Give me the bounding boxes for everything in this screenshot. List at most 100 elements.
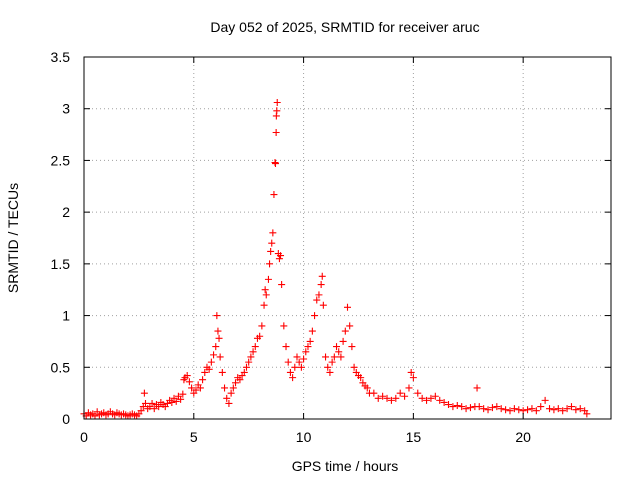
data-point: [414, 389, 422, 397]
x-tick-label: 5: [190, 429, 198, 445]
data-point: [284, 358, 292, 366]
data-point: [183, 372, 191, 380]
data-point: [215, 334, 223, 342]
data-point: [324, 363, 332, 371]
y-tick-label: 2: [62, 204, 70, 220]
data-point: [155, 403, 163, 411]
data-point: [458, 403, 466, 411]
data-point: [546, 405, 554, 413]
data-point: [466, 404, 474, 412]
data-point: [554, 405, 562, 413]
data-point: [453, 402, 461, 410]
data-point: [497, 405, 505, 413]
data-point: [251, 343, 259, 351]
data-point: [304, 343, 312, 351]
data-point: [267, 247, 275, 255]
data-point: [502, 406, 510, 414]
data-point: [240, 368, 248, 376]
data-point: [308, 327, 316, 335]
data-point: [550, 406, 558, 414]
y-axis-label: SRMTID / TECUs: [5, 183, 21, 293]
plot-frame: [83, 56, 612, 420]
data-point: [297, 363, 305, 371]
data-point: [326, 368, 334, 376]
data-point: [272, 129, 280, 137]
data-point: [275, 255, 283, 263]
data-point: [401, 392, 409, 400]
data-point: [475, 403, 483, 411]
data-point: [488, 404, 496, 412]
y-tick-label: 0: [62, 411, 70, 427]
data-point: [177, 395, 185, 403]
data-point: [524, 406, 532, 414]
data-point: [541, 396, 549, 404]
data-point: [313, 296, 321, 304]
data-point: [280, 322, 288, 330]
data-point: [286, 368, 294, 376]
data-point: [236, 376, 244, 384]
data-point: [480, 405, 488, 413]
data-point: [559, 407, 567, 415]
data-point: [201, 368, 209, 376]
y-tick-label: 2.5: [51, 152, 71, 168]
data-point: [260, 301, 268, 309]
data-point: [357, 374, 365, 382]
data-point: [306, 337, 314, 345]
data-point: [440, 398, 448, 406]
data-point: [532, 407, 540, 415]
data-point: [341, 327, 349, 335]
data-point: [242, 363, 250, 371]
data-point: [261, 286, 269, 294]
data-point: [218, 368, 226, 376]
data-point: [273, 99, 281, 107]
data-point: [436, 396, 444, 404]
data-point: [339, 337, 347, 345]
data-point: [537, 403, 545, 411]
data-point: [344, 303, 351, 311]
data-point: [528, 405, 536, 413]
data-point: [229, 384, 237, 392]
data-point: [247, 353, 255, 361]
data-point: [572, 406, 580, 414]
data-point: [423, 396, 431, 404]
data-point: [207, 358, 215, 366]
data-point: [213, 312, 221, 320]
data-point: [245, 358, 253, 366]
data-point: [150, 405, 158, 413]
data-point: [515, 406, 523, 414]
data-point: [405, 384, 413, 392]
data-point: [583, 410, 591, 418]
data-point: [291, 363, 299, 371]
x-tick-label: 15: [406, 429, 422, 445]
data-point: [300, 355, 308, 363]
data-point: [462, 405, 470, 413]
data-point: [293, 353, 301, 361]
data-point: [227, 389, 235, 397]
data-point: [232, 379, 240, 387]
data-point: [258, 322, 266, 330]
x-tick-label: 0: [80, 429, 88, 445]
data-point: [317, 281, 325, 289]
data-point: [576, 405, 584, 413]
data-point: [168, 398, 176, 406]
data-point: [199, 376, 207, 384]
data-point: [363, 384, 371, 392]
data-point: [484, 406, 492, 414]
data-point: [409, 374, 417, 382]
data-point: [249, 348, 257, 356]
data-point: [374, 394, 382, 402]
data-point: [172, 397, 180, 405]
data-point: [346, 322, 354, 330]
data-point: [269, 229, 277, 237]
x-tick-label: 20: [515, 429, 531, 445]
data-point: [473, 384, 481, 392]
data-point: [337, 353, 345, 361]
data-point: [392, 394, 400, 402]
y-tick-label: 3.5: [51, 49, 71, 65]
data-point: [563, 405, 571, 413]
data-point: [256, 332, 264, 340]
data-point: [262, 291, 270, 299]
data-point: [387, 396, 395, 404]
data-point: [271, 160, 279, 168]
data-point: [273, 107, 281, 115]
